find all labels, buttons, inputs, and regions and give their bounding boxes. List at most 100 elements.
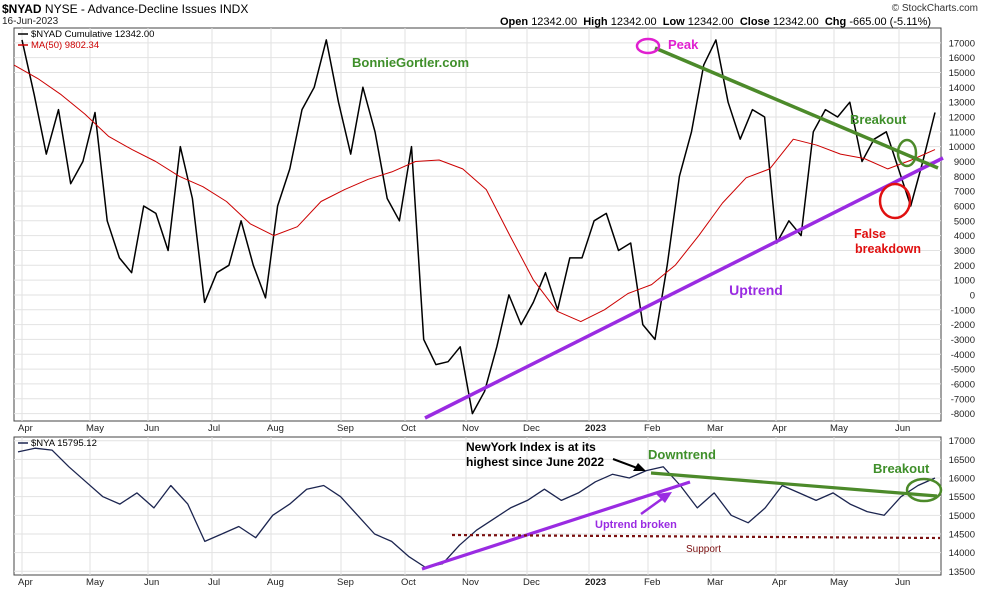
bottom-x-tick-label: Jul xyxy=(208,577,220,588)
support-line xyxy=(451,533,941,540)
bottom-x-tick-label: May xyxy=(86,577,104,588)
arrow-head-purple xyxy=(656,492,672,503)
bottom-x-tick-label: Nov xyxy=(462,577,479,588)
annotation-false: False xyxy=(854,227,886,241)
top-y-tick-label: 14000 xyxy=(949,83,975,94)
peak-marker xyxy=(635,37,661,55)
annotation-peak: Peak xyxy=(668,37,699,52)
uptrend-line-bottom xyxy=(421,480,691,571)
top-x-tick-label: Jun xyxy=(144,423,159,434)
high-label: High xyxy=(583,16,608,28)
breakout-marker-bottom xyxy=(905,477,943,503)
annotation-ny-index-line1: NewYork Index is at its xyxy=(466,440,596,454)
top-y-tick-label: 0 xyxy=(970,290,975,301)
top-x-tick-label: 2023 xyxy=(585,423,606,434)
top-y-tick-label: 10000 xyxy=(949,142,975,153)
chart-title: $NYAD NYSE - Advance-Decline Issues INDX xyxy=(2,2,248,16)
symbol: $NYAD xyxy=(2,2,42,16)
annotation-breakdown: breakdown xyxy=(855,242,921,256)
open-label: Open xyxy=(500,16,529,28)
top-y-tick-label: 7000 xyxy=(954,187,975,198)
bottom-legend-label: $NYA 15795.12 xyxy=(31,438,97,449)
high-value: 12342.00 xyxy=(610,16,657,28)
top-y-tick-label: 12000 xyxy=(949,112,975,123)
bottom-y-tick-label: 15500 xyxy=(949,492,975,503)
top-y-tick-label: 4000 xyxy=(954,231,975,242)
top-legend-label: $NYAD Cumulative 12342.00 xyxy=(31,29,154,40)
bottom-y-tick-label: 15000 xyxy=(949,511,975,522)
top-y-tick-label: 3000 xyxy=(954,246,975,257)
chg-value: -665.00 (-5.11%) xyxy=(849,16,932,28)
top-y-tick-label: -3000 xyxy=(951,335,975,346)
bottom-x-tick-label: Oct xyxy=(401,577,416,588)
top-y-tick-label: -2000 xyxy=(951,320,975,331)
top-y-tick-label: -5000 xyxy=(951,365,975,376)
uptrend-line xyxy=(424,156,944,420)
bottom-y-tick-label: 14500 xyxy=(949,529,975,540)
chart-date: 16-Jun-2023 xyxy=(2,16,59,27)
bottom-series-line xyxy=(17,447,936,569)
bottom-x-tick-label: Sep xyxy=(337,577,354,588)
bottom-y-tick-label: 16500 xyxy=(949,455,975,466)
top-y-tick-label: 13000 xyxy=(949,98,975,109)
symbol-description: NYSE - Advance-Decline Issues INDX xyxy=(44,2,249,16)
bottom-x-tick-label: May xyxy=(830,577,848,588)
top-y-tick-label: -6000 xyxy=(951,379,975,390)
top-y-tick-label: -4000 xyxy=(951,350,975,361)
top-y-tick-label: -7000 xyxy=(951,394,975,405)
top-x-tick-label: Nov xyxy=(462,423,479,434)
annotation-breakout-bottom: Breakout xyxy=(873,461,930,476)
annotation-support: Support xyxy=(686,544,721,555)
bottom-x-tick-label: Jun xyxy=(144,577,159,588)
bottom-x-tick-label: Dec xyxy=(523,577,540,588)
top-y-tick-label: 6000 xyxy=(954,201,975,212)
top-y-tick-label: 15000 xyxy=(949,68,975,79)
low-value: 12342.00 xyxy=(687,16,734,28)
close-value: 12342.00 xyxy=(772,16,819,28)
top-x-tick-label: Mar xyxy=(707,423,723,434)
close-label: Close xyxy=(739,16,770,28)
top-x-tick-label: Feb xyxy=(644,423,660,434)
bottom-x-tick-label: Jun xyxy=(895,577,910,588)
low-label: Low xyxy=(662,16,685,28)
top-panel-frame xyxy=(13,27,942,422)
arrow-head-black xyxy=(633,463,646,471)
downtrend-line-bottom xyxy=(650,471,938,498)
top-x-tick-label: Sep xyxy=(337,423,354,434)
bottom-y-tick-label: 13500 xyxy=(949,567,975,578)
bottom-x-tick-label: Apr xyxy=(772,577,787,588)
top-y-tick-label: 17000 xyxy=(949,38,975,49)
top-y-tick-label: 5000 xyxy=(954,216,975,227)
bottom-x-tick-label: Feb xyxy=(644,577,660,588)
open-value: 12342.00 xyxy=(531,16,578,28)
top-y-tick-label: 9000 xyxy=(954,157,975,168)
credit-text: © StockCharts.com xyxy=(891,3,978,14)
top-series-line xyxy=(13,64,936,323)
top-x-tick-label: Jun xyxy=(895,423,910,434)
top-x-tick-label: Aug xyxy=(267,423,284,434)
downtrend-line-top xyxy=(654,46,939,170)
top-y-tick-label: 16000 xyxy=(949,53,975,64)
top-x-tick-label: Jul xyxy=(208,423,220,434)
top-x-tick-label: Apr xyxy=(772,423,787,434)
top-x-tick-label: Dec xyxy=(523,423,540,434)
bottom-x-tick-label: Mar xyxy=(707,577,723,588)
top-y-tick-label: 11000 xyxy=(949,127,975,138)
top-x-tick-label: Oct xyxy=(401,423,416,434)
annotation-downtrend: Downtrend xyxy=(648,447,716,462)
false-breakdown-marker xyxy=(878,182,912,220)
top-x-tick-label: May xyxy=(830,423,848,434)
annotation-breakout-top: Breakout xyxy=(850,112,907,127)
top-y-tick-label: 2000 xyxy=(954,261,975,272)
top-legend-label: MA(50) 9802.34 xyxy=(31,40,99,51)
bottom-y-tick-label: 16000 xyxy=(949,474,975,485)
breakout-marker-top xyxy=(896,138,918,168)
top-x-tick-label: May xyxy=(86,423,104,434)
bottom-panel-frame xyxy=(13,436,942,576)
chg-label: Chg xyxy=(824,16,847,28)
annotation-uptrend-broken: Uptrend broken xyxy=(595,519,677,531)
bottom-y-tick-label: 17000 xyxy=(949,436,975,447)
ohlc-readout: Open 12342.00 High 12342.00 Low 12342.00… xyxy=(500,16,931,28)
bottom-x-tick-label: 2023 xyxy=(585,577,606,588)
